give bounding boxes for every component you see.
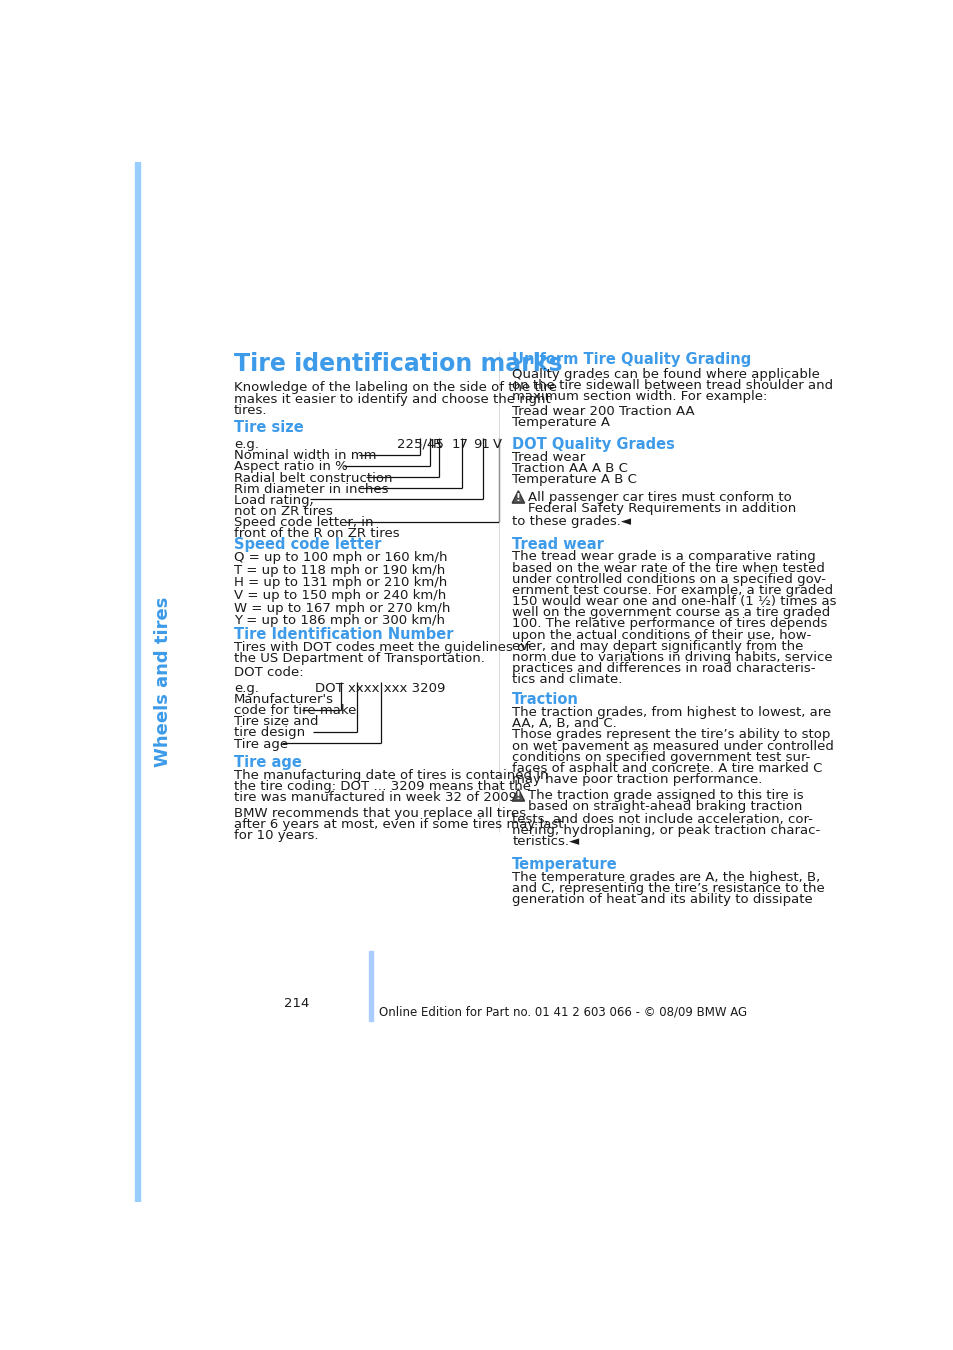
Text: W = up to 167 mph or 270 km/h: W = up to 167 mph or 270 km/h <box>233 602 450 614</box>
Text: teristics.◄: teristics.◄ <box>512 836 578 848</box>
Text: 17: 17 <box>452 437 468 451</box>
Text: DOT Quality Grades: DOT Quality Grades <box>512 437 675 452</box>
Text: Tire Identification Number: Tire Identification Number <box>233 628 453 643</box>
Text: not on ZR tires: not on ZR tires <box>233 505 333 518</box>
Text: Nominal width in mm: Nominal width in mm <box>233 450 376 462</box>
Text: Tire identification marks: Tire identification marks <box>233 352 562 377</box>
Text: The traction grades, from highest to lowest, are: The traction grades, from highest to low… <box>512 706 831 720</box>
Text: Q = up to 100 mph or 160 km/h: Q = up to 100 mph or 160 km/h <box>233 551 447 564</box>
Text: Load rating,: Load rating, <box>233 494 314 506</box>
Text: R: R <box>432 437 441 451</box>
Text: Tires with DOT codes meet the guidelines of: Tires with DOT codes meet the guidelines… <box>233 641 530 653</box>
Text: under controlled conditions on a specified gov-: under controlled conditions on a specifi… <box>512 572 825 586</box>
Text: front of the R on ZR tires: front of the R on ZR tires <box>233 528 399 540</box>
Text: Tire size and: Tire size and <box>233 716 318 728</box>
Text: code for tire make: code for tire make <box>233 705 356 717</box>
Text: Manufacturer's: Manufacturer's <box>233 693 334 706</box>
Text: faces of asphalt and concrete. A tire marked C: faces of asphalt and concrete. A tire ma… <box>512 761 821 775</box>
Text: tires.: tires. <box>233 404 267 417</box>
Text: Uniform Tire Quality Grading: Uniform Tire Quality Grading <box>512 352 751 367</box>
Text: Tread wear: Tread wear <box>512 451 585 464</box>
Text: e.g.: e.g. <box>233 682 258 695</box>
Bar <box>369 952 373 1021</box>
Text: based on the wear rate of the tire when tested: based on the wear rate of the tire when … <box>512 562 824 575</box>
Polygon shape <box>512 491 524 504</box>
Text: The tread wear grade is a comparative rating: The tread wear grade is a comparative ra… <box>512 551 815 563</box>
Bar <box>134 162 140 1202</box>
Text: well on the government course as a tire graded: well on the government course as a tire … <box>512 606 829 620</box>
Text: tire was manufactured in week 32 of 2009.: tire was manufactured in week 32 of 2009… <box>233 791 520 805</box>
Text: Temperature A B C: Temperature A B C <box>512 474 637 486</box>
Text: Federal Safety Requirements in addition: Federal Safety Requirements in addition <box>528 502 796 514</box>
Text: The manufacturing date of tires is contained in: The manufacturing date of tires is conta… <box>233 768 548 782</box>
Text: Tire age: Tire age <box>233 737 288 751</box>
Text: Traction AA A B C: Traction AA A B C <box>512 462 627 475</box>
Text: BMW recommends that you replace all tires: BMW recommends that you replace all tire… <box>233 807 525 819</box>
Text: V = up to 150 mph or 240 km/h: V = up to 150 mph or 240 km/h <box>233 589 446 602</box>
Text: e.g.: e.g. <box>233 437 258 451</box>
Text: 91: 91 <box>472 437 489 451</box>
Text: tests, and does not include acceleration, cor-: tests, and does not include acceleration… <box>512 813 812 826</box>
Text: the tire coding: DOT … 3209 means that the: the tire coding: DOT … 3209 means that t… <box>233 780 531 792</box>
Text: makes it easier to identify and choose the right: makes it easier to identify and choose t… <box>233 393 550 405</box>
Text: ernment test course. For example, a tire graded: ernment test course. For example, a tire… <box>512 585 832 597</box>
Text: Tread wear 200 Traction AA: Tread wear 200 Traction AA <box>512 405 694 418</box>
Text: and C, representing the tire’s resistance to the: and C, representing the tire’s resistanc… <box>512 882 824 895</box>
Text: H = up to 131 mph or 210 km/h: H = up to 131 mph or 210 km/h <box>233 576 447 589</box>
Text: nering, hydroplaning, or peak traction charac-: nering, hydroplaning, or peak traction c… <box>512 824 820 837</box>
Text: maximum section width. For example:: maximum section width. For example: <box>512 390 767 402</box>
Text: Speed code letter, in: Speed code letter, in <box>233 516 373 529</box>
Text: on wet pavement as measured under controlled: on wet pavement as measured under contro… <box>512 740 833 752</box>
Text: Those grades represent the tire’s ability to stop: Those grades represent the tire’s abilit… <box>512 729 830 741</box>
Text: Y = up to 186 mph or 300 km/h: Y = up to 186 mph or 300 km/h <box>233 614 444 628</box>
Text: T = up to 118 mph or 190 km/h: T = up to 118 mph or 190 km/h <box>233 563 445 576</box>
Text: ever, and may depart significantly from the: ever, and may depart significantly from … <box>512 640 802 653</box>
Text: to these grades.◄: to these grades.◄ <box>512 514 631 528</box>
Text: Aspect ratio in %: Aspect ratio in % <box>233 460 347 474</box>
Text: V: V <box>493 437 501 451</box>
Text: after 6 years at most, even if some tires may last: after 6 years at most, even if some tire… <box>233 818 563 832</box>
Text: Online Edition for Part no. 01 41 2 603 066 - © 08/09 BMW AG: Online Edition for Part no. 01 41 2 603 … <box>378 1006 746 1018</box>
Text: tics and climate.: tics and climate. <box>512 674 622 686</box>
Text: Knowledge of the labeling on the side of the tire: Knowledge of the labeling on the side of… <box>233 382 557 394</box>
Text: Tire age: Tire age <box>233 755 301 770</box>
Text: All passenger car tires must conform to: All passenger car tires must conform to <box>528 491 791 504</box>
Text: upon the actual conditions of their use, how-: upon the actual conditions of their use,… <box>512 629 811 641</box>
Text: Wheels and tires: Wheels and tires <box>153 597 172 767</box>
Text: generation of heat and its ability to dissipate: generation of heat and its ability to di… <box>512 894 812 906</box>
Text: Rim diameter in inches: Rim diameter in inches <box>233 483 388 495</box>
Text: !: ! <box>516 791 520 802</box>
Text: Tread wear: Tread wear <box>512 536 603 552</box>
Text: DOT code:: DOT code: <box>233 667 303 679</box>
Text: AA, A, B, and C.: AA, A, B, and C. <box>512 717 617 730</box>
Text: The traction grade assigned to this tire is: The traction grade assigned to this tire… <box>528 788 803 802</box>
Text: based on straight-ahead braking traction: based on straight-ahead braking traction <box>528 801 802 813</box>
Text: 214: 214 <box>284 998 310 1010</box>
Text: tire design: tire design <box>233 726 305 740</box>
Text: Quality grades can be found where applicable: Quality grades can be found where applic… <box>512 367 820 381</box>
Text: DOT xxxx xxx 3209: DOT xxxx xxx 3209 <box>314 682 444 695</box>
Text: !: ! <box>516 494 520 504</box>
Text: on the tire sidewall between tread shoulder and: on the tire sidewall between tread shoul… <box>512 379 832 391</box>
Text: the US Department of Transportation.: the US Department of Transportation. <box>233 652 484 666</box>
Text: practices and differences in road characteris-: practices and differences in road charac… <box>512 662 815 675</box>
Text: Traction: Traction <box>512 693 578 707</box>
Text: Radial belt construction: Radial belt construction <box>233 471 392 485</box>
Text: Temperature A: Temperature A <box>512 416 610 429</box>
Text: The temperature grades are A, the highest, B,: The temperature grades are A, the highes… <box>512 871 820 884</box>
Text: conditions on specified government test sur-: conditions on specified government test … <box>512 751 810 764</box>
Text: Speed code letter: Speed code letter <box>233 537 381 552</box>
Text: 150 would wear one and one-half (1 ½) times as: 150 would wear one and one-half (1 ½) ti… <box>512 595 836 608</box>
Text: 225/45: 225/45 <box>396 437 443 451</box>
Text: Tire size: Tire size <box>233 420 303 435</box>
Text: may have poor traction performance.: may have poor traction performance. <box>512 774 761 786</box>
Text: 100. The relative performance of tires depends: 100. The relative performance of tires d… <box>512 617 826 630</box>
Polygon shape <box>512 788 524 801</box>
Text: Temperature: Temperature <box>512 857 618 872</box>
Text: for 10 years.: for 10 years. <box>233 829 318 842</box>
Text: norm due to variations in driving habits, service: norm due to variations in driving habits… <box>512 651 832 664</box>
